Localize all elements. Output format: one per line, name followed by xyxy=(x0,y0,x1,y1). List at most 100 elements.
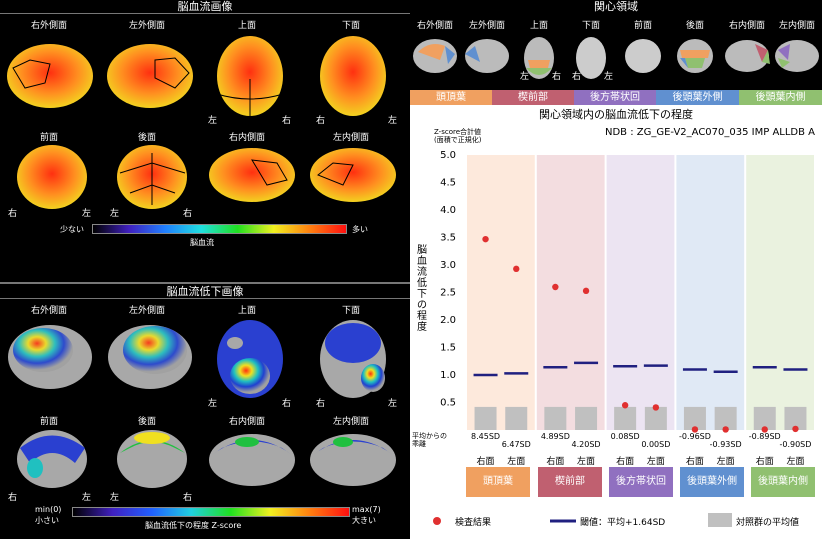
control-bar xyxy=(784,406,807,430)
roi-thumbnail-strip: 右外側面 左外側面 上面 下面 前面 後面 右内側面 左内側面 左 右 右 左 xyxy=(410,14,822,90)
right-panel: 関心領域 右外側面 左外側面 上面 下面 前面 後面 右内側面 左内側面 左 右… xyxy=(410,0,822,539)
scale-max-label: max(7) xyxy=(352,505,381,514)
roi-chart: 0.5 1.0 1.5 2.0 2.5 3.0 3.5 4.0 4.5 5.0 xyxy=(440,150,814,433)
brain-cbf-left-lateral xyxy=(107,44,193,108)
result-point xyxy=(552,283,559,291)
hemi-label: 右面 xyxy=(616,457,635,467)
hemi-label: 右面 xyxy=(476,457,495,467)
legend-result-marker xyxy=(433,517,441,525)
region-band xyxy=(536,155,605,430)
view-label: 右外側面 xyxy=(30,21,67,31)
zsum-label-line1: Z-score合計値 xyxy=(434,128,482,136)
control-bar xyxy=(505,406,528,430)
scale-caption: 脳血流 xyxy=(190,238,214,247)
side-left-label: 左 xyxy=(82,209,92,219)
region-band xyxy=(676,155,745,430)
region-box-occipital-medial: 後頭葉内側 xyxy=(751,467,815,497)
zsum-label: Z-score合計値 (面積で正規化) xyxy=(434,128,481,144)
sd-value: -0.89SD xyxy=(748,432,781,441)
control-bar xyxy=(544,406,567,430)
side-right-label: 右 xyxy=(183,209,193,219)
scale-low-label: 少ない xyxy=(60,225,84,234)
sd-value: -0.93SD xyxy=(709,440,742,449)
side-right-label: 右 xyxy=(316,116,326,126)
view-label: 後面 xyxy=(137,133,156,143)
view-label: 上面 xyxy=(237,21,256,31)
control-bar xyxy=(714,406,737,430)
hemi-label: 右面 xyxy=(685,457,704,467)
side-left-label: 左 xyxy=(110,493,120,503)
side-right-label: 右 xyxy=(572,72,582,82)
side-left-label: 左 xyxy=(388,116,398,126)
sd-value: 0.00SD xyxy=(641,440,671,449)
brain-z-inferior xyxy=(320,320,386,398)
roi-title: 関心領域 xyxy=(410,0,822,14)
side-left-label: 左 xyxy=(208,116,218,126)
result-point xyxy=(582,287,590,295)
result-point xyxy=(652,404,660,411)
control-bar xyxy=(683,406,706,430)
side-left-label: 左 xyxy=(604,72,614,82)
side-right-label: 右 xyxy=(8,493,18,503)
scale-min-sub: 小さい xyxy=(35,516,59,525)
side-right-label: 右 xyxy=(282,399,292,409)
y-tick-label: 0.5 xyxy=(440,398,456,409)
view-label: 右外側面 xyxy=(30,306,67,316)
result-point xyxy=(621,402,629,409)
y-tick-label: 2.5 xyxy=(440,288,456,299)
scale-min-label: min(0) xyxy=(35,505,62,514)
view-label: 前面 xyxy=(39,133,58,143)
sd-value: -0.96SD xyxy=(678,432,711,441)
divider xyxy=(0,282,410,284)
view-label: 左内側面 xyxy=(332,133,369,143)
roi-view-label: 左内側面 xyxy=(778,21,815,31)
roi-view-label: 左外側面 xyxy=(468,21,505,31)
brain-z-right-medial xyxy=(209,434,295,486)
y-tick-label: 2.0 xyxy=(440,315,456,326)
result-point xyxy=(691,426,699,433)
roi-legend-posterior-cingulate: 後方帯状回 xyxy=(574,90,656,105)
view-label: 左内側面 xyxy=(332,417,369,427)
result-point xyxy=(722,426,729,433)
hemi-label: 左面 xyxy=(507,457,526,467)
view-label: 右内側面 xyxy=(228,133,265,143)
legend-control-marker xyxy=(708,513,732,527)
side-left-label: 左 xyxy=(82,493,92,503)
roi-view-label: 上面 xyxy=(529,21,548,31)
roi-legend-occipital-lateral: 後頭葉外側 xyxy=(656,90,739,105)
sd-value: 4.20SD xyxy=(571,440,601,449)
y-tick-label: 5.0 xyxy=(440,150,456,161)
sd-value: 4.89SD xyxy=(540,432,570,441)
side-right-label: 右 xyxy=(8,209,18,219)
result-point xyxy=(761,426,768,433)
hemi-label: 左面 xyxy=(577,457,596,467)
roi-view-label: 前面 xyxy=(633,21,652,31)
roi-thumbnails xyxy=(413,37,819,79)
deviation-label-line1: 平均からの xyxy=(412,432,447,440)
brain-cbf-right-lateral xyxy=(7,44,93,108)
region-band xyxy=(746,155,814,430)
view-label: 左外側面 xyxy=(128,21,165,31)
brain-cbf-right-medial xyxy=(209,148,295,202)
cbf-image-title: 脳血流画像 xyxy=(0,0,410,14)
hemi-label: 右面 xyxy=(755,457,774,467)
side-right-label: 右 xyxy=(552,72,562,82)
view-label: 下面 xyxy=(341,306,360,316)
brain-z-left-lateral xyxy=(108,325,192,389)
cbf-reduction-title: 脳血流低下画像 xyxy=(0,285,410,299)
side-right-label: 右 xyxy=(183,493,193,503)
region-box-occipital-lateral: 後頭葉外側 xyxy=(680,467,744,497)
result-point xyxy=(792,425,799,433)
deviation-label-line2: 乖離 xyxy=(412,440,426,448)
view-label: 右内側面 xyxy=(228,417,265,427)
sd-value: -0.90SD xyxy=(779,440,812,449)
hemi-label: 右面 xyxy=(546,457,565,467)
brain-cbf-anterior xyxy=(17,145,87,209)
brain-z-right-lateral xyxy=(8,325,92,389)
control-bar xyxy=(614,406,637,430)
legend-threshold-marker xyxy=(550,519,576,523)
side-left-label: 左 xyxy=(110,209,120,219)
result-point xyxy=(482,235,489,243)
roi-legend-occipital-medial: 後頭葉内側 xyxy=(739,90,822,105)
scale-high-label: 多い xyxy=(352,225,368,234)
